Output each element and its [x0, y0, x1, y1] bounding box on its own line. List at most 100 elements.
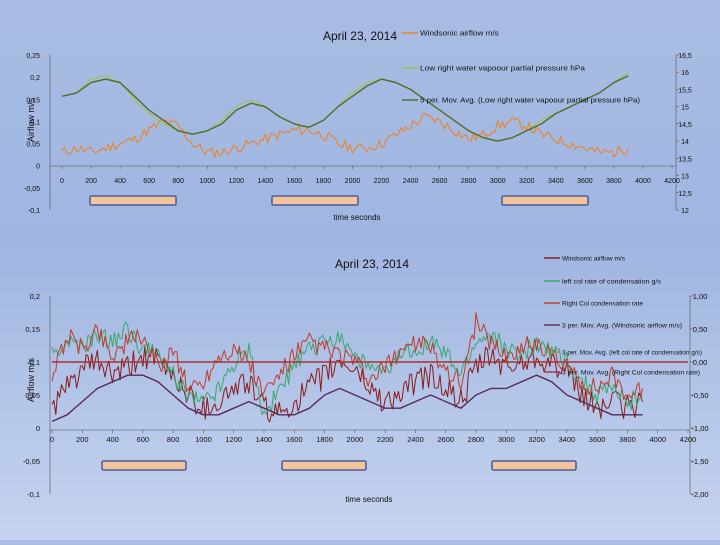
chart1-x-tick-label: 2000 — [345, 178, 361, 185]
chart2-x-tick-label: 2000 — [347, 435, 364, 444]
chart2-y-tick-label: 0,05 — [25, 391, 40, 400]
chart2-x-tick-label: 1600 — [286, 435, 303, 444]
chart1-y2-tick-label: 16,5 — [678, 53, 692, 60]
chart2-title: April 23, 2014 — [335, 257, 409, 271]
chart1-y2-tick-label: 13 — [681, 174, 689, 181]
chart1-xlabel: time seconds — [333, 213, 380, 222]
chart2-y2-tick-label: -1,50 — [691, 457, 708, 466]
chart2-x-tick-label: 0 — [50, 435, 54, 444]
chart2-x-tick-label: 1200 — [225, 435, 242, 444]
chart2-x-tick-label: 3600 — [589, 435, 606, 444]
chart1-annotation-box-1 — [89, 195, 177, 206]
chart2-y2-tick-label: 1,00 — [693, 292, 708, 301]
chart1-x-tick-label: 1000 — [199, 178, 215, 185]
chart2-ylabel: Airflow m/s — [26, 358, 36, 403]
chart1-x-tick-label: 3600 — [577, 178, 593, 185]
chart1-y2-tick-label: 15,5 — [678, 87, 692, 94]
chart1-x-tick-label: 3800 — [606, 178, 622, 185]
chart1-y2-tick-label: 12 — [681, 208, 689, 215]
chart1-y2-tick-label: 12,5 — [678, 191, 692, 198]
chart1-y-tick-label: 0,05 — [26, 142, 40, 149]
chart1-x-tick-label: 4000 — [635, 178, 651, 185]
chart2-series-4-line — [51, 374, 643, 423]
chart2-xlabel: time seconds — [345, 495, 392, 504]
chart1-x-tick-label: 200 — [85, 178, 97, 185]
chart2-x-tick-label: 3400 — [559, 435, 576, 444]
chart1-legend-label-2: Low right water vapoour partial pressure… — [420, 64, 586, 73]
chart2-x-tick-label: 2800 — [468, 435, 485, 444]
chart1-x-tick-label: 1600 — [287, 178, 303, 185]
chart2-legend-label-4: 3 per. Mov. Avg. (Windsonic airflow m/s) — [562, 324, 682, 330]
chart1-y2-tick-label: 14 — [681, 139, 689, 146]
chart1-x-tick-label: 800 — [172, 178, 184, 185]
chart2-y2-tick-label: -0,50 — [691, 391, 708, 400]
chart2-y-tick-label: 0,2 — [30, 292, 40, 301]
chart2-x-tick-label: 2600 — [437, 435, 454, 444]
chart2-y2-tick-label: -1,00 — [691, 424, 708, 433]
chart1-x-tick-label: 3200 — [519, 178, 535, 185]
chart2-y2-tick-label: 0,50 — [693, 325, 708, 334]
chart1-y2-tick-label: 13,5 — [678, 156, 692, 163]
chart1-y-tick-label: 0,15 — [26, 97, 40, 104]
chart2-legend-label-3: Right Col condensation rate — [562, 302, 644, 308]
chart1-annotation-box-2 — [271, 195, 359, 206]
chart1-x-tick-label: 3400 — [548, 178, 564, 185]
chart1-x-tick-label: 3000 — [490, 178, 506, 185]
chart1-y-tick-label: -0,1 — [28, 208, 40, 215]
chart1-x-tick-label: 4200 — [664, 178, 680, 185]
chart2-legend-label-1: Windsonic airflow m/s — [562, 257, 625, 263]
chart2-series-2-line — [51, 321, 643, 416]
chart1-x-tick-label: 400 — [114, 178, 126, 185]
chart2-x-tick-label: 3200 — [528, 435, 545, 444]
chart2-x-tick-label: 3800 — [619, 435, 636, 444]
chart2-annotation-box-2 — [281, 460, 367, 471]
chart1-x-tick-label: 1400 — [258, 178, 274, 185]
chart2-y-tick-label: 0 — [36, 424, 40, 433]
chart2-legend-label-5: 3 per. Mov. Avg. (left col rate of conde… — [562, 351, 702, 357]
chart1-x-tick-label: 1800 — [316, 178, 332, 185]
chart1-y2-tick-label: 16 — [681, 70, 689, 77]
chart2-y-tick-label: -0,05 — [23, 457, 40, 466]
chart1-y-tick-label: 0 — [36, 164, 40, 171]
chart2-y-tick-label: 0,15 — [25, 325, 40, 334]
chart2-y2-tick-label: 0,00 — [693, 358, 708, 367]
chart2-y2-tick-label: -2,00 — [691, 490, 708, 499]
chart1-x-tick-label: 2400 — [403, 178, 419, 185]
chart1-legend-label-1: Windsonic airflow m/s — [420, 29, 499, 38]
chart2-x-tick-label: 2200 — [377, 435, 394, 444]
chart2-x-tick-label: 200 — [76, 435, 89, 444]
chart1-y2-tick-label: 14,5 — [678, 122, 692, 129]
chart1-y-tick-label: -0,05 — [24, 186, 40, 193]
chart1-title: April 23, 2014 — [323, 29, 397, 43]
chart1-y-tick-label: 0,2 — [30, 75, 40, 82]
chart2-x-tick-label: 1400 — [256, 435, 273, 444]
chart2-annotation-box-1 — [101, 460, 187, 471]
chart1-y-tick-label: 0,1 — [30, 119, 40, 126]
chart2-x-tick-label: 2400 — [407, 435, 424, 444]
chart1-y-tick-label: 0,25 — [26, 53, 40, 60]
chart1-x-tick-label: 600 — [143, 178, 155, 185]
chart2-legend-label-6: 3 per. Mov. Avg. (Right Col condensation… — [562, 371, 700, 377]
chart2-x-tick-label: 1000 — [195, 435, 212, 444]
chart2-y-tick-label: 0,1 — [30, 358, 40, 367]
chart2-series-3-line — [51, 312, 644, 400]
chart1-x-tick-label: 2600 — [432, 178, 448, 185]
chart2-x-tick-label: 800 — [167, 435, 180, 444]
chart1-series-3-line — [61, 75, 629, 142]
chart1-y2-tick-label: 15 — [681, 105, 689, 112]
chart1-x-tick-label: 0 — [60, 178, 64, 185]
chart1-legend-label-3: 5 per. Mov. Avg. (Low right water vapoou… — [420, 96, 641, 105]
chart2-x-tick-label: 400 — [106, 435, 119, 444]
chart2-annotation-box-3 — [491, 460, 577, 471]
chart1-series-1-line — [61, 113, 629, 158]
chart2-x-tick-label: 1800 — [316, 435, 333, 444]
chart1-x-tick-label: 2200 — [374, 178, 390, 185]
chart2-x-tick-label: 4000 — [649, 435, 666, 444]
chart2-x-tick-label: 3000 — [498, 435, 515, 444]
chart2-legend-label-2: left col rate of condensation g/s — [562, 280, 661, 286]
chart2-y-tick-label: -0,1 — [27, 490, 40, 499]
chart2-x-tick-label: 4200 — [680, 435, 697, 444]
chart1-series-2-line — [61, 71, 629, 142]
